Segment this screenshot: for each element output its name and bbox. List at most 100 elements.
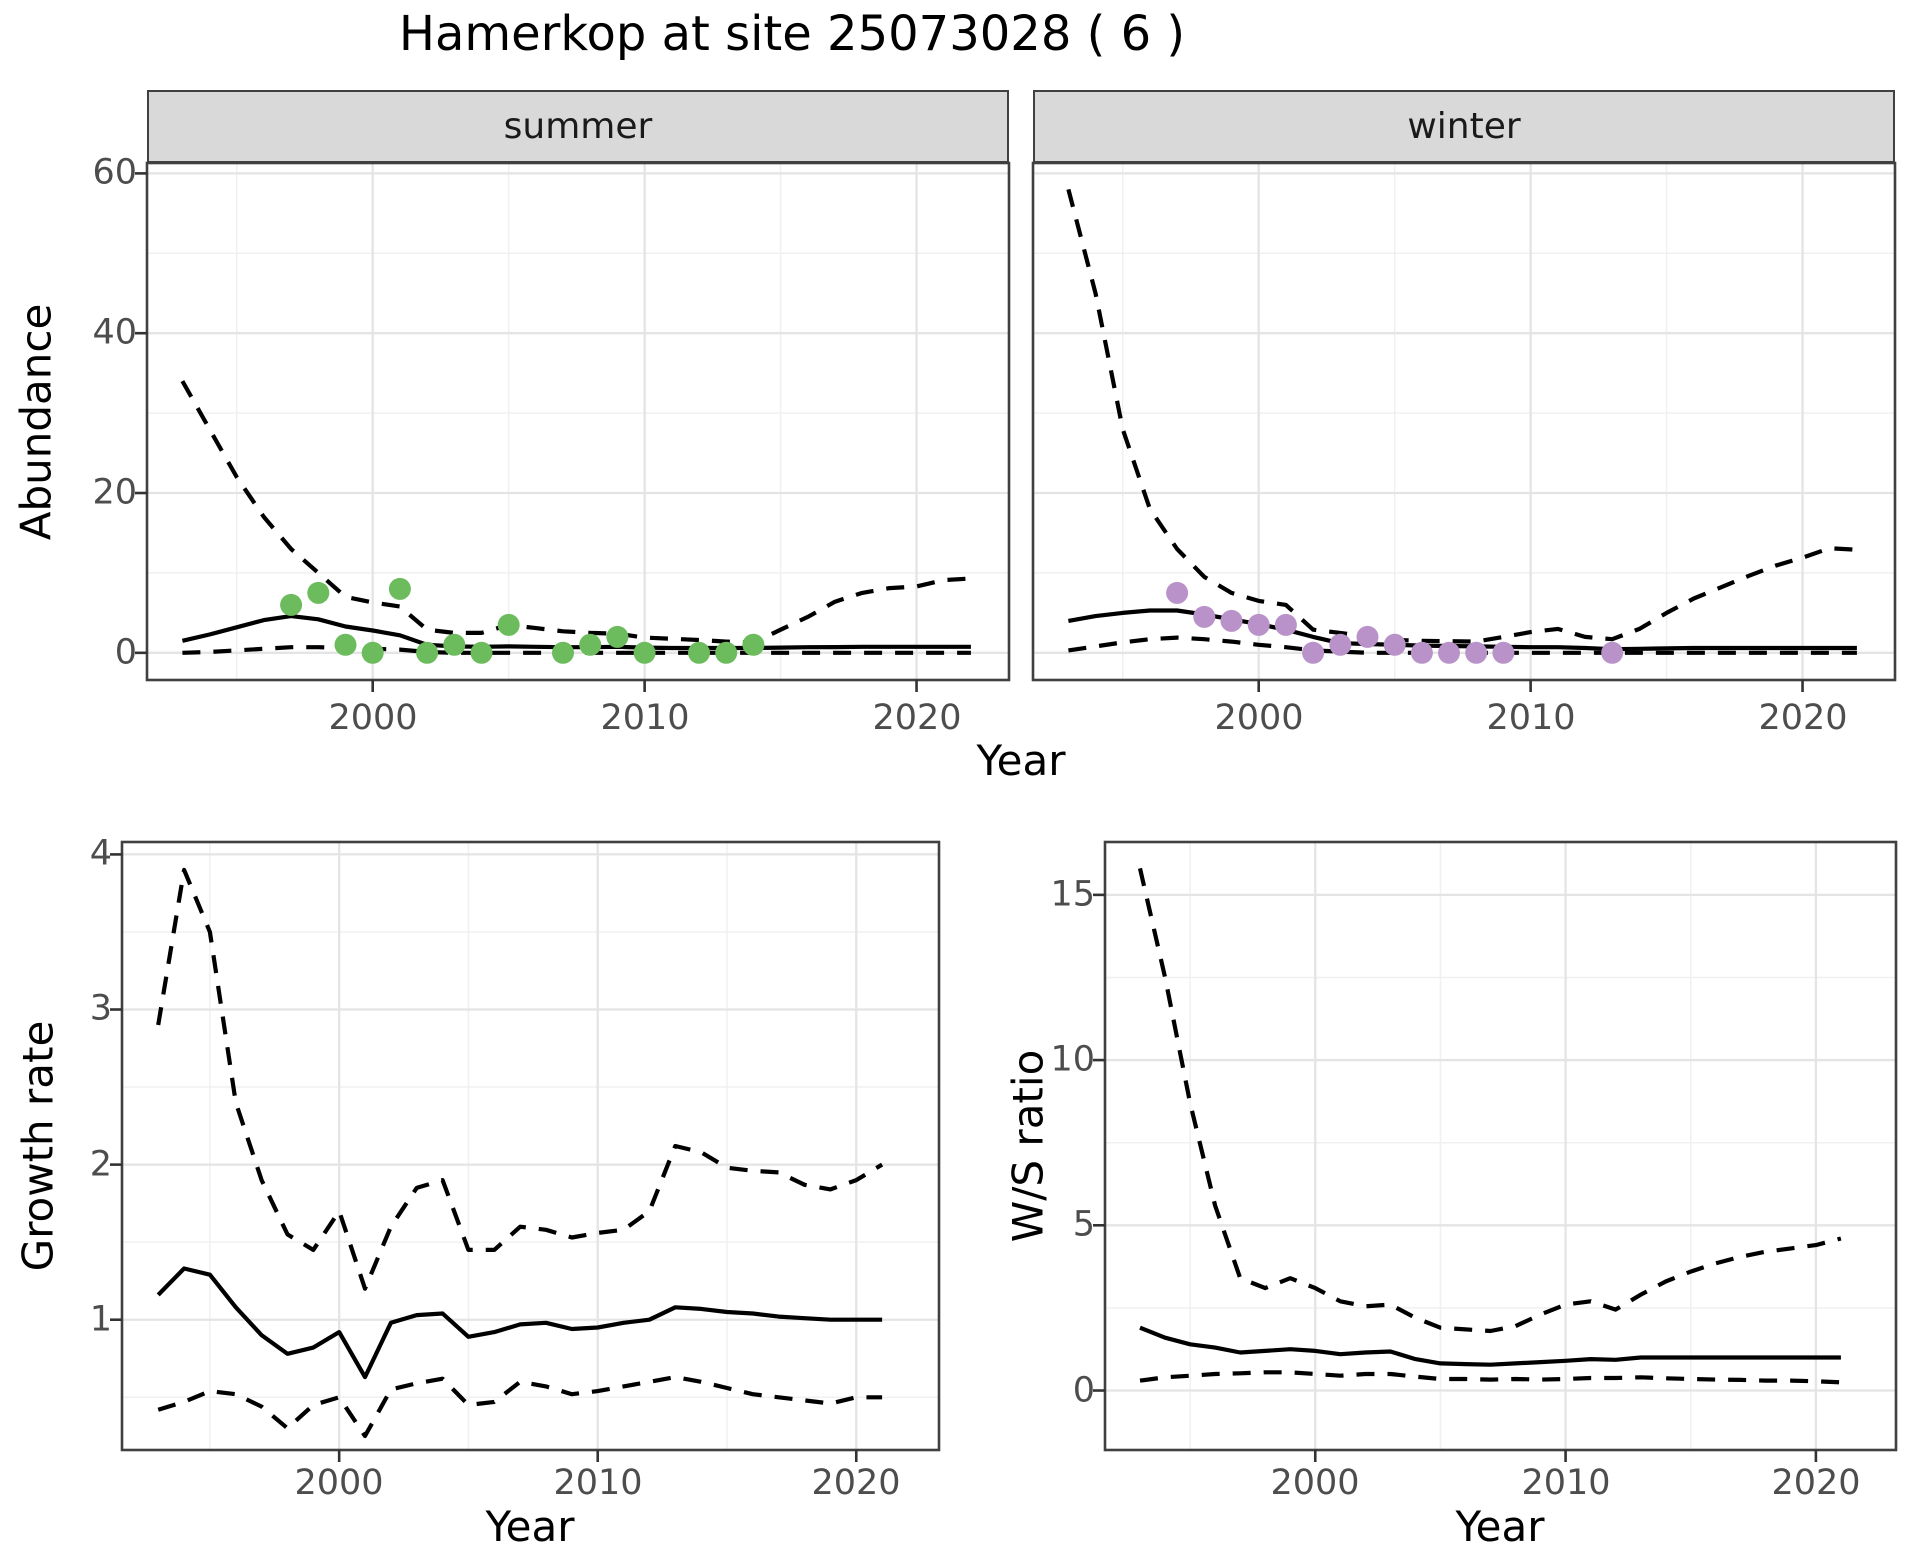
series-lines	[156, 867, 884, 1439]
facet-strip-winter: winter	[1033, 90, 1895, 163]
observation-point	[470, 641, 493, 664]
observation-point	[742, 633, 765, 656]
observation-point	[1274, 613, 1297, 636]
ws-ytick-0: 0	[1072, 1370, 1095, 1411]
growth-xaxis-title: Year	[485, 1502, 575, 1551]
observation-point	[579, 633, 602, 656]
series-median-line	[1139, 1325, 1841, 1367]
series-upper_ci-line	[156, 867, 884, 1291]
axis-tick-marks	[110, 853, 858, 1462]
series-upper_ci-line	[1066, 188, 1858, 644]
observation-point	[307, 581, 330, 604]
ws-xtick-2000: 2000	[1270, 1463, 1360, 1503]
grid-minor	[147, 163, 1009, 680]
growth-xtick-2000: 2000	[294, 1463, 384, 1503]
growth-ytick-1: 1	[89, 1299, 112, 1340]
observation-point	[1329, 633, 1352, 656]
abundance-yaxis-title: Abundance	[11, 303, 61, 541]
panel-background	[122, 842, 939, 1450]
growth-ytick-3: 3	[89, 988, 112, 1029]
observation-point	[361, 641, 384, 664]
series-lines	[180, 380, 972, 655]
winter-xtick-2020: 2020	[1758, 698, 1848, 738]
axis-tick-marks	[135, 172, 918, 692]
observation-point	[1166, 581, 1189, 604]
observation-point	[1601, 641, 1624, 664]
observed-counts-winter-group	[1166, 581, 1624, 664]
growth-xtick-2010: 2010	[553, 1463, 643, 1503]
series-median-line	[181, 614, 971, 651]
growth-yaxis-title: Growth rate	[13, 1020, 63, 1272]
ws-ytick-10: 10	[1050, 1039, 1095, 1080]
abundance-ytick-0: 0	[114, 632, 137, 673]
facet-strip-summer-label: summer	[503, 106, 653, 147]
growth-ytick-4: 4	[89, 833, 112, 874]
series-lower_ci-line	[1068, 635, 1857, 655]
summer-xtick-2000: 2000	[328, 698, 418, 738]
ws-ratio-panel	[1093, 840, 1898, 1462]
observation-point	[688, 641, 710, 664]
observation-point	[388, 577, 411, 600]
panel-border	[145, 161, 1011, 682]
panel-background	[147, 163, 1009, 680]
observed-counts-summer-group	[280, 577, 765, 664]
ws-ytick-15: 15	[1050, 874, 1095, 915]
growth-ytick-2: 2	[89, 1144, 112, 1185]
growth-xtick-2020: 2020	[811, 1463, 901, 1503]
observation-point	[1438, 641, 1460, 664]
panel-background	[1105, 842, 1896, 1450]
observation-point	[552, 641, 574, 664]
growth-rate-panel	[110, 840, 941, 1462]
observation-point	[280, 593, 303, 616]
page-title: Hamerkop at site 25073028 ( 6 )	[398, 6, 1186, 62]
grid-minor	[1105, 842, 1896, 1450]
observation-point	[633, 641, 656, 664]
observation-point	[1247, 613, 1270, 636]
abundance-ytick-20: 20	[92, 472, 137, 513]
observation-point	[1302, 641, 1325, 664]
series-lines	[1137, 867, 1842, 1385]
observation-point	[1383, 633, 1406, 656]
series-lower_ci-line	[157, 1375, 883, 1439]
ws-xtick-2020: 2020	[1771, 1463, 1861, 1503]
ws-xtick-2010: 2010	[1521, 1463, 1611, 1503]
panel-border	[1103, 840, 1898, 1452]
series-upper_ci-line	[180, 380, 972, 645]
ws-yaxis-title: W/S ratio	[1003, 1049, 1053, 1243]
observation-point	[1220, 609, 1243, 632]
abundance-summer-panel	[135, 161, 1011, 692]
panel-border	[120, 840, 941, 1452]
series-lower_ci-line	[1139, 1370, 1841, 1385]
observation-point	[1492, 641, 1515, 664]
observation-point	[497, 613, 520, 636]
ws-ytick-5: 5	[1072, 1204, 1095, 1245]
observation-point	[1356, 625, 1379, 648]
axis-tick-marks	[1257, 680, 1804, 692]
facet-strip-winter-label: winter	[1407, 106, 1521, 147]
panel-border	[1031, 161, 1897, 682]
series-lower_ci-line	[182, 645, 971, 655]
observation-point	[416, 641, 439, 664]
series-upper_ci-line	[1137, 867, 1842, 1334]
panel-background	[1033, 163, 1895, 680]
grid-minor	[122, 842, 939, 1450]
ws-xaxis-title: Year	[1455, 1502, 1545, 1551]
observation-point	[334, 633, 357, 656]
winter-xtick-2000: 2000	[1214, 698, 1304, 738]
abundance-ytick-40: 40	[92, 312, 137, 353]
observation-point	[1465, 641, 1488, 664]
summer-xtick-2010: 2010	[600, 698, 690, 738]
axis-tick-marks	[1093, 893, 1818, 1462]
observation-point	[443, 633, 466, 656]
summer-xtick-2020: 2020	[872, 698, 962, 738]
winter-xtick-2010: 2010	[1486, 698, 1576, 738]
observation-point	[1410, 641, 1433, 664]
top-xaxis-title: Year	[976, 736, 1066, 785]
abundance-ytick-60: 60	[92, 152, 137, 193]
grid-major	[1105, 842, 1896, 1450]
facet-strip-summer: summer	[147, 90, 1009, 163]
observation-point	[1193, 605, 1216, 628]
observation-point	[715, 641, 738, 664]
series-median-line	[156, 1266, 883, 1380]
